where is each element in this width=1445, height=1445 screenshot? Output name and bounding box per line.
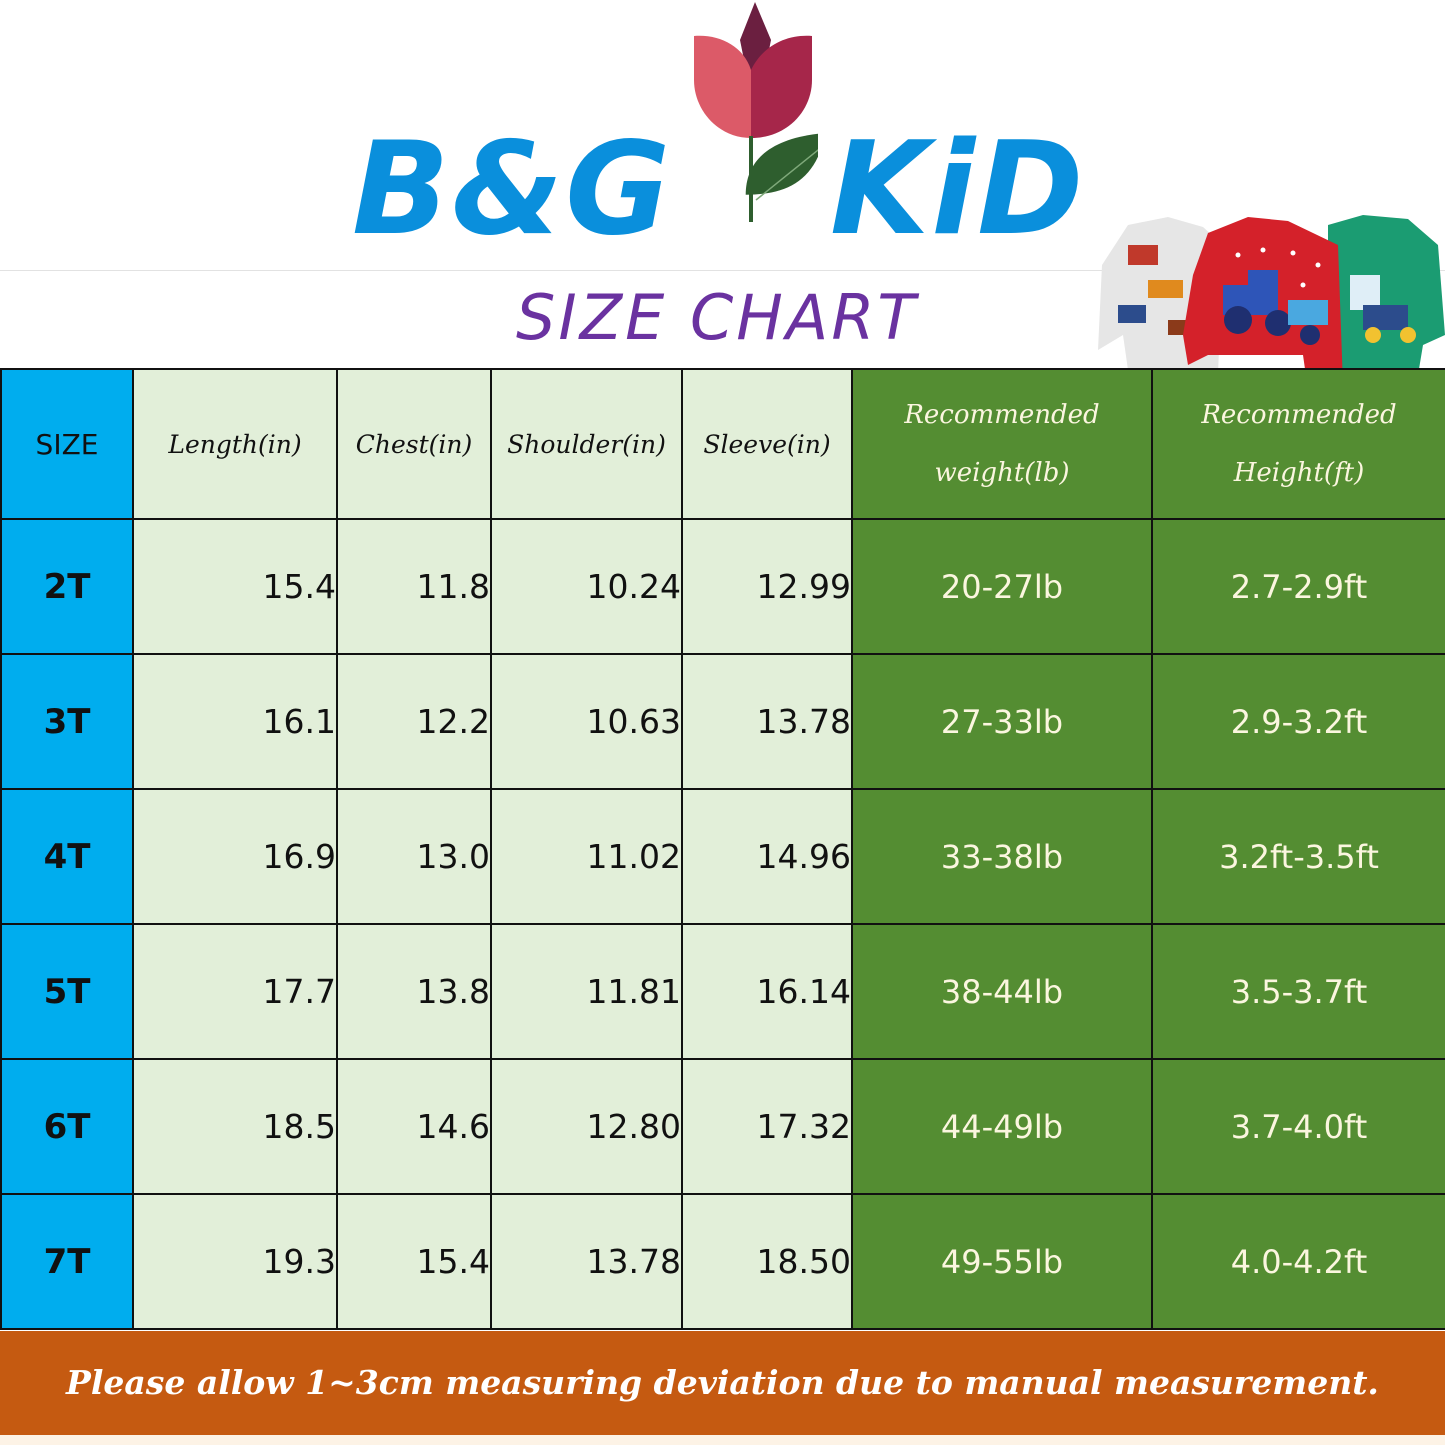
- cell-height: 4.0-4.2ft: [1151, 1193, 1445, 1330]
- cell-height: 2.7-2.9ft: [1151, 518, 1445, 655]
- cell-size: 4T: [0, 788, 134, 925]
- cell-weight: 44-49lb: [851, 1058, 1153, 1195]
- cell-shoulder: 13.78: [490, 1193, 683, 1330]
- header: B&G KiD SIZE CHART: [0, 0, 1445, 390]
- brand-name-right: KiD: [830, 115, 1086, 264]
- size-chart-title: SIZE CHART: [516, 281, 919, 354]
- header-weight-line2: weight(lb): [934, 458, 1070, 488]
- header-recommended-weight: Recommended weight(lb): [851, 368, 1153, 520]
- cell-sleeve: 14.96: [681, 788, 853, 925]
- header-divider: [0, 270, 1445, 271]
- header-sleeve: Sleeve(in): [681, 368, 853, 520]
- cell-size: 6T: [0, 1058, 134, 1195]
- sweatshirts-product-image: [1098, 215, 1445, 390]
- cell-chest: 13.8: [336, 923, 492, 1060]
- cell-shoulder: 10.24: [490, 518, 683, 655]
- cell-chest: 11.8: [336, 518, 492, 655]
- cell-size: 7T: [0, 1193, 134, 1330]
- cell-shoulder: 10.63: [490, 653, 683, 790]
- cell-sleeve: 17.32: [681, 1058, 853, 1195]
- cell-weight: 27-33lb: [851, 653, 1153, 790]
- header-shoulder: Shoulder(in): [490, 368, 683, 520]
- cell-height: 3.5-3.7ft: [1151, 923, 1445, 1060]
- cell-chest: 12.2: [336, 653, 492, 790]
- cell-shoulder: 11.02: [490, 788, 683, 925]
- table-row: 6T 18.5 14.6 12.80 17.32 44-49lb 3.7-4.0…: [0, 1058, 1445, 1195]
- brand-name-left: B&G: [352, 115, 673, 264]
- cell-weight: 49-55lb: [851, 1193, 1153, 1330]
- cell-weight: 38-44lb: [851, 923, 1153, 1060]
- cell-length: 17.7: [132, 923, 338, 1060]
- cell-length: 16.9: [132, 788, 338, 925]
- header-size: SIZE: [0, 368, 134, 520]
- cell-sleeve: 12.99: [681, 518, 853, 655]
- cell-chest: 13.0: [336, 788, 492, 925]
- cell-weight: 33-38lb: [851, 788, 1153, 925]
- cell-height: 3.2ft-3.5ft: [1151, 788, 1445, 925]
- table-row: 4T 16.9 13.0 11.02 14.96 33-38lb 3.2ft-3…: [0, 788, 1445, 925]
- cell-length: 15.4: [132, 518, 338, 655]
- cell-sleeve: 18.50: [681, 1193, 853, 1330]
- tulip-icon: [694, 2, 818, 222]
- header-length: Length(in): [132, 368, 338, 520]
- table-row: 7T 19.3 15.4 13.78 18.50 49-55lb 4.0-4.2…: [0, 1193, 1445, 1330]
- header-chest: Chest(in): [336, 368, 492, 520]
- cell-size: 2T: [0, 518, 134, 655]
- header-recommended-height: Recommended Height(ft): [1151, 368, 1445, 520]
- header-weight-line1: Recommended: [904, 400, 1100, 430]
- table-row: 3T 16.1 12.2 10.63 13.78 27-33lb 2.9-3.2…: [0, 653, 1445, 790]
- cell-chest: 15.4: [336, 1193, 492, 1330]
- measurement-deviation-note: Please allow 1~3cm measuring deviation d…: [0, 1331, 1445, 1435]
- cell-height: 3.7-4.0ft: [1151, 1058, 1445, 1195]
- table-row: 2T 15.4 11.8 10.24 12.99 20-27lb 2.7-2.9…: [0, 518, 1445, 655]
- table-row: 5T 17.7 13.8 11.81 16.14 38-44lb 3.5-3.7…: [0, 923, 1445, 1060]
- cell-sleeve: 13.78: [681, 653, 853, 790]
- size-chart-table: SIZE Length(in) Chest(in) Shoulder(in) S…: [0, 368, 1445, 1330]
- header-height-line2: Height(ft): [1233, 458, 1365, 488]
- cell-length: 18.5: [132, 1058, 338, 1195]
- header-height-line1: Recommended: [1201, 400, 1397, 430]
- cell-weight: 20-27lb: [851, 518, 1153, 655]
- cell-length: 19.3: [132, 1193, 338, 1330]
- cell-size: 3T: [0, 653, 134, 790]
- table-header-row: SIZE Length(in) Chest(in) Shoulder(in) S…: [0, 368, 1445, 520]
- cell-chest: 14.6: [336, 1058, 492, 1195]
- cell-size: 5T: [0, 923, 134, 1060]
- cell-sleeve: 16.14: [681, 923, 853, 1060]
- cell-height: 2.9-3.2ft: [1151, 653, 1445, 790]
- bottom-strip: [0, 1435, 1445, 1445]
- cell-shoulder: 11.81: [490, 923, 683, 1060]
- cell-length: 16.1: [132, 653, 338, 790]
- cell-shoulder: 12.80: [490, 1058, 683, 1195]
